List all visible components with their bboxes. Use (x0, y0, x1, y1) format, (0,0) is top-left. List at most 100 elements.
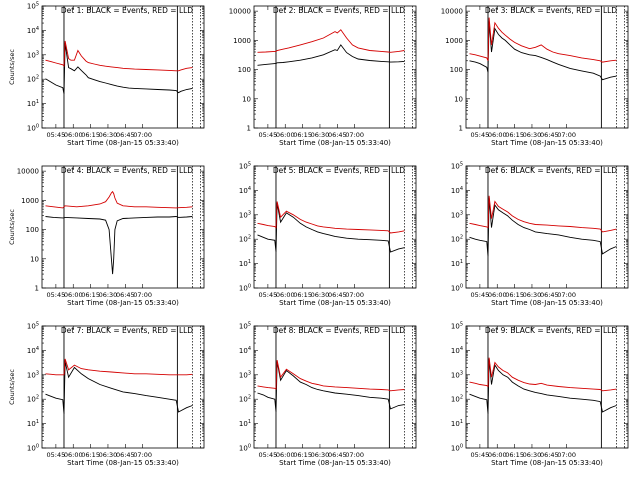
x-tick-label: 06:45 (116, 291, 135, 299)
x-tick-label: 06:15 (505, 131, 524, 139)
y-tick-label: 101 (451, 259, 463, 268)
panel-title: Det 4: BLACK = Events, RED = LLD (61, 166, 193, 175)
y-tick-label: 103 (239, 370, 251, 379)
y-tick-label: 100 (26, 226, 39, 234)
x-tick-label: 06:30 (311, 291, 330, 299)
x-tick-label: 06:15 (293, 451, 312, 459)
y-tick-label: 104 (27, 346, 39, 355)
x-tick-label: 06:45 (540, 131, 559, 139)
x-axis-title: Start Time (08-Jan-15 05:33:40) (279, 459, 391, 467)
y-tick-label: 102 (451, 395, 463, 404)
y-tick-label: 100 (27, 124, 39, 133)
y-tick-label: 105 (27, 2, 39, 11)
x-tick-label: 06:30 (523, 131, 542, 139)
plot-frame (253, 165, 417, 289)
y-axis-title: Counts/sec (8, 209, 16, 245)
x-axis-title: Start Time (08-Jan-15 05:33:40) (67, 299, 179, 307)
y-tick-label: 105 (451, 162, 463, 171)
panel-title: Det 7: BLACK = Events, RED = LLD (61, 326, 193, 335)
x-axis-title: Start Time (08-Jan-15 05:33:40) (491, 459, 603, 467)
lld-series-line (45, 358, 193, 376)
panel-title: Det 2: BLACK = Events, RED = LLD (273, 6, 405, 15)
x-tick-label: 06:45 (540, 451, 559, 459)
x-tick-label: 05:45 (471, 451, 490, 459)
x-tick-label: 06:30 (99, 131, 118, 139)
x-tick-label: 06:30 (523, 451, 542, 459)
x-tick-label: 06:00 (64, 451, 83, 459)
detector-panel-8: Det 8: BLACK = Events, RED = LLD 100 101 10… (239, 322, 417, 467)
x-tick-label: 06:15 (293, 291, 312, 299)
y-tick-label: 101 (27, 419, 39, 428)
y-tick-label: 1 (247, 125, 251, 133)
x-tick-label: 05:45 (47, 131, 66, 139)
x-tick-label: 06:30 (523, 291, 542, 299)
detector-panel-3: Det 3: BLACK = Events, RED = LLD 1 10 100 10… (441, 5, 629, 147)
y-tick-label: 103 (27, 370, 39, 379)
x-tick-label: 06:00 (276, 291, 295, 299)
y-tick-label: 103 (451, 210, 463, 219)
y-tick-label: 105 (239, 322, 251, 331)
x-tick-label: 07:00 (345, 451, 364, 459)
y-tick-label: 103 (27, 50, 39, 59)
x-tick-label: 06:00 (276, 451, 295, 459)
y-axis-title: Counts/sec (8, 369, 16, 405)
y-tick-label: 101 (239, 419, 251, 428)
x-tick-label: 06:15 (81, 451, 100, 459)
plot-frame (41, 165, 205, 289)
x-tick-label: 05:45 (259, 291, 278, 299)
y-axis-title: Counts/sec (8, 49, 16, 85)
y-tick-label: 104 (27, 26, 39, 35)
y-tick-label: 1000 (233, 37, 251, 45)
y-tick-label: 10 (454, 95, 463, 103)
x-tick-label: 06:00 (64, 291, 83, 299)
plot-frame (41, 5, 205, 129)
panel-title: Det 1: BLACK = Events, RED = LLD (61, 6, 193, 15)
events-series-line (257, 203, 405, 253)
lld-series-line (257, 201, 405, 234)
x-tick-label: 05:45 (471, 291, 490, 299)
x-tick-label: 06:45 (116, 131, 135, 139)
y-tick-label: 1 (459, 125, 463, 133)
y-tick-label: 10000 (229, 8, 251, 16)
x-tick-label: 05:45 (259, 451, 278, 459)
x-tick-label: 07:00 (133, 131, 152, 139)
x-tick-label: 06:45 (328, 451, 347, 459)
y-tick-label: 100 (451, 444, 463, 453)
x-tick-label: 06:00 (488, 131, 507, 139)
events-series-line (469, 21, 617, 81)
plot-frame (465, 165, 629, 289)
detector-panel-6: Det 6: BLACK = Events, RED = LLD 100 101 10… (451, 162, 629, 307)
events-series-line (469, 358, 617, 414)
x-tick-label: 07:00 (345, 291, 364, 299)
lld-series-line (45, 190, 193, 209)
y-tick-label: 1 (35, 285, 39, 293)
lld-series-line (257, 29, 405, 53)
y-tick-label: 102 (27, 395, 39, 404)
events-series-line (45, 43, 193, 94)
x-tick-label: 07:00 (557, 451, 576, 459)
x-tick-label: 05:45 (259, 131, 278, 139)
detector-panel-7: Det 7: BLACK = Events, RED = LLD 100 101 10… (8, 322, 205, 467)
y-tick-label: 1000 (21, 197, 39, 205)
y-tick-label: 105 (27, 322, 39, 331)
x-tick-label: 06:00 (488, 451, 507, 459)
y-tick-label: 100 (451, 284, 463, 293)
panel-title: Det 9: BLACK = Events, RED = LLD (485, 326, 617, 335)
x-axis-title: Start Time (08-Jan-15 05:33:40) (67, 139, 179, 147)
y-tick-label: 1000 (445, 37, 463, 45)
plot-frame (253, 5, 417, 129)
y-tick-label: 10000 (17, 168, 39, 176)
x-tick-label: 06:30 (99, 451, 118, 459)
y-tick-label: 102 (239, 395, 251, 404)
panel-title: Det 6: BLACK = Events, RED = LLD (485, 166, 617, 175)
y-tick-label: 102 (239, 235, 251, 244)
x-tick-label: 06:30 (99, 291, 118, 299)
y-tick-label: 104 (451, 186, 463, 195)
y-tick-label: 100 (450, 66, 463, 74)
y-tick-label: 101 (239, 259, 251, 268)
x-tick-label: 06:15 (293, 131, 312, 139)
x-tick-label: 06:00 (64, 131, 83, 139)
lld-series-line (45, 40, 193, 72)
x-axis-title: Start Time (08-Jan-15 05:33:40) (491, 299, 603, 307)
